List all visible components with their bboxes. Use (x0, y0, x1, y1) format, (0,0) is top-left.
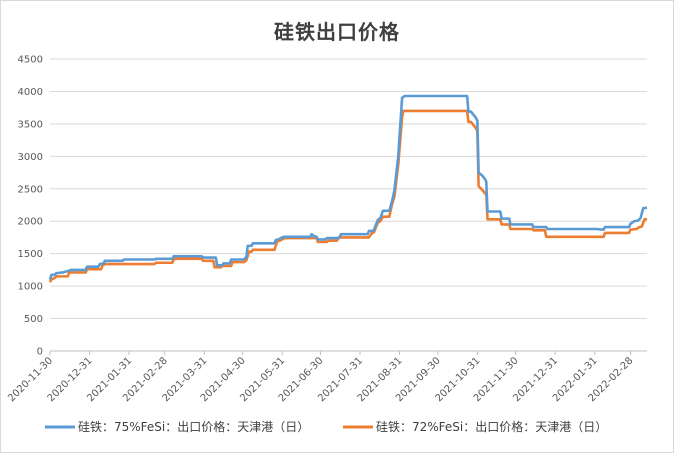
x-axis-ticks: 2020-11-302020-12-312021-01-312021-02-28… (6, 351, 636, 404)
y-tick-label: 500 (24, 314, 43, 325)
series-line (48, 109, 647, 283)
series-lines (48, 94, 648, 283)
y-tick-label: 3500 (18, 119, 43, 130)
y-tick-label: 1000 (18, 282, 43, 293)
y-tick-label: 3000 (18, 152, 43, 163)
legend-label: 硅铁：75%FeSi：出口价格：天津港（日） (78, 419, 309, 434)
legend-label: 硅铁：72%FeSi：出口价格：天津港（日） (376, 419, 607, 434)
grid-lines (50, 58, 647, 352)
y-tick-label: 0 (37, 347, 43, 358)
y-tick-label: 2500 (18, 184, 43, 195)
legend: 硅铁：75%FeSi：出口价格：天津港（日） 硅铁：72%FeSi：出口价格：天津… (45, 419, 607, 434)
y-tick-label: 2000 (18, 217, 43, 228)
y-tick-label: 4500 (18, 55, 43, 66)
y-tick-label: 4000 (18, 87, 43, 98)
chart-title: 硅铁出口价格 (274, 20, 400, 44)
series-line (48, 94, 648, 280)
y-tick-label: 1500 (18, 249, 43, 260)
y-axis-ticks: 0 500 1000 1500 2000 2500 3000 3500 4000 4500 (18, 55, 43, 358)
